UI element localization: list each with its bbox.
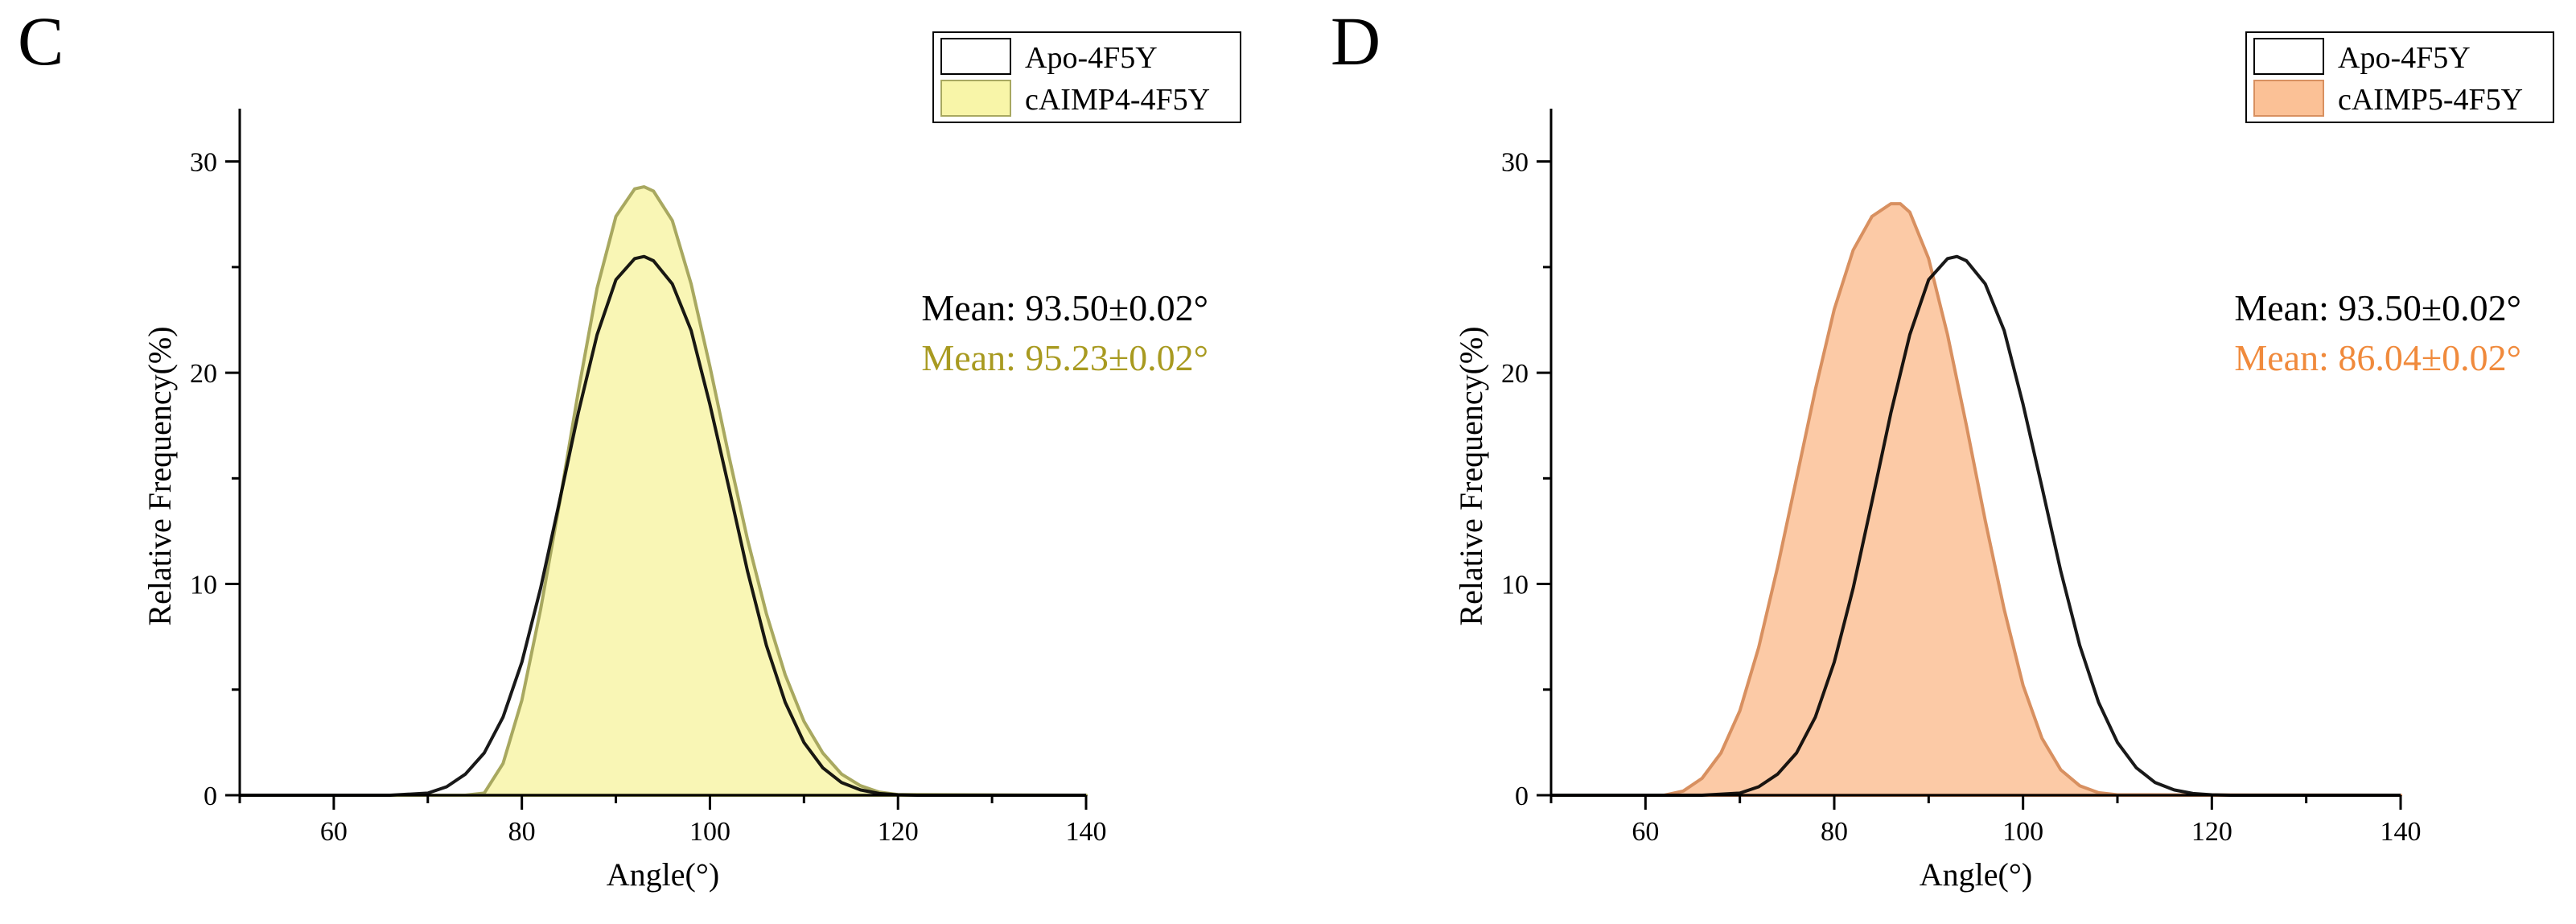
y-tick-label: 0 xyxy=(1515,782,1529,811)
y-axis-title: Relative Frequency(%) xyxy=(1453,326,1489,625)
legend: Apo-4F5Y cAIMP4-4F5Y xyxy=(932,31,1241,123)
series-area-caimp5-4f5y xyxy=(1549,202,2402,797)
x-tick-label: 80 xyxy=(508,817,536,847)
x-tick-label: 120 xyxy=(2191,817,2232,847)
y-tick-label: 30 xyxy=(190,148,217,178)
mean-annotation: Mean: 93.50±0.02° xyxy=(921,287,1208,328)
x-tick-label: 80 xyxy=(1821,817,1848,847)
x-tick-label: 100 xyxy=(2002,817,2043,847)
y-tick-label: 20 xyxy=(190,359,217,389)
x-axis-title: Angle(°) xyxy=(1920,856,2032,893)
legend-swatch-apo-4f5y xyxy=(940,38,1011,75)
panel-label: C xyxy=(18,2,64,80)
x-tick-label: 60 xyxy=(1632,817,1659,847)
chart-panel-c: C 60 80 100 120 140 0 10 20 30 Angle(°) Relative Fr… xyxy=(18,2,1241,893)
legend-label: cAIMP4-4F5Y xyxy=(1025,83,1210,117)
mean-annotation: Mean: 95.23±0.02° xyxy=(921,337,1208,378)
legend-swatch-caimp4-4f5y xyxy=(940,80,1011,117)
x-tick-label: 120 xyxy=(878,817,919,847)
legend-label: cAIMP5-4F5Y xyxy=(2338,83,2523,117)
y-tick-label: 30 xyxy=(1501,148,1529,178)
legend-swatch-caimp5-4f5y xyxy=(2253,80,2324,117)
x-tick-label: 100 xyxy=(689,817,730,847)
series-area-caimp4-4f5y xyxy=(238,185,1088,797)
y-axis-title: Relative Frequency(%) xyxy=(142,326,178,625)
mean-annotation: Mean: 86.04±0.02° xyxy=(2234,337,2521,378)
legend-label: Apo-4F5Y xyxy=(1025,41,1158,75)
mean-annotation: Mean: 93.50±0.02° xyxy=(2234,287,2521,328)
series-line-apo-4f5y xyxy=(240,254,1086,797)
chart-panel-d: D 60 80 100 120 140 0 10 20 30 Angle(°) Relative Fr… xyxy=(1331,2,2554,893)
y-tick-label: 10 xyxy=(190,571,217,600)
x-tick-label: 140 xyxy=(2381,817,2422,847)
x-axis-title: Angle(°) xyxy=(607,856,719,893)
legend-swatch-apo-4f5y xyxy=(2253,38,2324,75)
x-tick-label: 60 xyxy=(320,817,348,847)
series-line-apo-4f5y xyxy=(1551,254,2401,797)
panel-label: D xyxy=(1331,2,1381,80)
y-tick-label: 0 xyxy=(204,782,217,811)
legend: Apo-4F5Y cAIMP5-4F5Y xyxy=(2245,31,2554,123)
legend-label: Apo-4F5Y xyxy=(2338,41,2471,75)
y-tick-label: 10 xyxy=(1501,571,1529,600)
y-tick-label: 20 xyxy=(1501,359,1529,389)
x-tick-label: 140 xyxy=(1066,817,1107,847)
